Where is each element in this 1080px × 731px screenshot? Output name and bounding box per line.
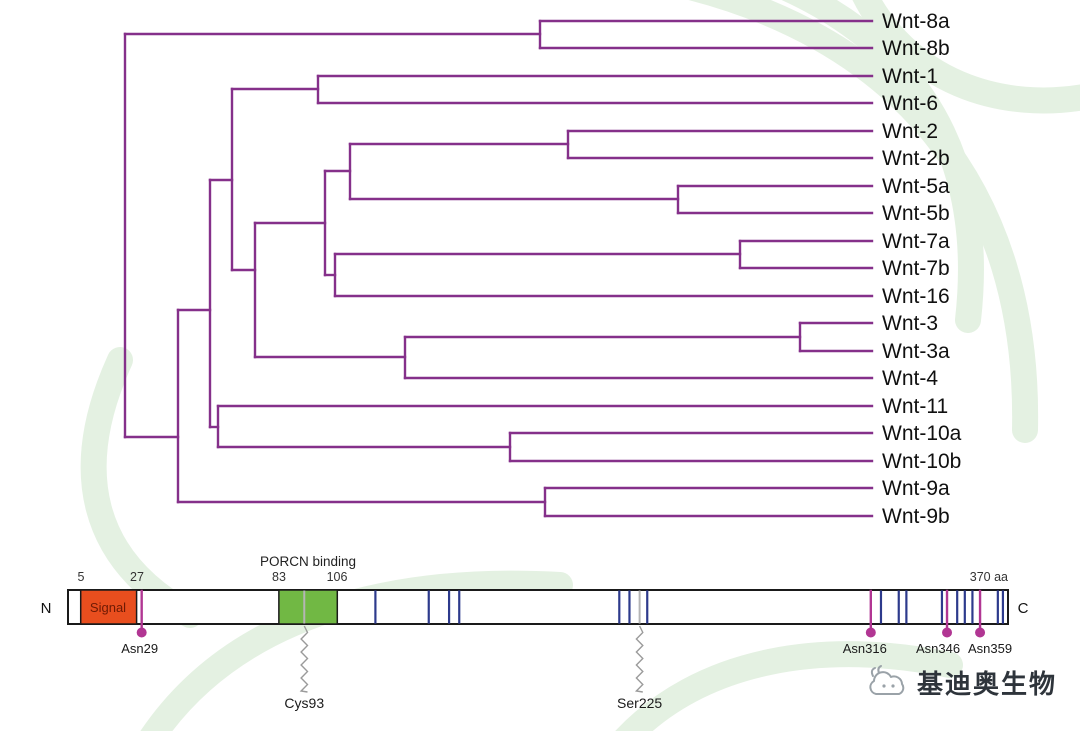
glyco-label-asn346: Asn346 [916, 641, 960, 656]
tree-leaf-label-wnt-9a: Wnt-9a [882, 477, 950, 500]
tree-leaf-label-wnt-10a: Wnt-10a [882, 422, 962, 445]
tree-leaf-label-wnt-5a: Wnt-5a [882, 175, 950, 198]
n-terminus-label: N [41, 600, 52, 617]
tree-leaf-label-wnt-10b: Wnt-10b [882, 450, 961, 473]
domain-map-labels: N C Signal 5 27 PORCN binding 83 106 370… [41, 554, 1029, 617]
glyco-label-asn316: Asn316 [843, 641, 887, 656]
decor-curve [781, 0, 984, 333]
squiggle-cys93 [299, 625, 309, 693]
tree-leaf-label-wnt-3: Wnt-3 [882, 312, 938, 335]
tree-leaf-label-wnt-2: Wnt-2 [882, 120, 938, 143]
tree-leaf-label-wnt-9b: Wnt-9b [882, 505, 950, 528]
protein-bar [67, 589, 1009, 625]
protein-domain-map: Cys93 Ser225 Asn29 Asn316 Asn346 Asn359 [67, 589, 1012, 711]
tree-leaf-label-wnt-3a: Wnt-3a [882, 340, 950, 363]
porcn-binding-domain [278, 589, 339, 625]
tree-leaf-label-wnt-8b: Wnt-8b [882, 37, 950, 60]
porcn-end-position: 106 [327, 570, 348, 584]
signal-start-position: 5 [78, 570, 85, 584]
glyco-dot-asn316 [865, 627, 876, 638]
residue-label-ser225: Ser225 [617, 695, 662, 711]
tree-leaf-label-wnt-8a: Wnt-8a [882, 10, 950, 33]
tree-leaf-label-wnt-2b: Wnt-2b [882, 147, 950, 170]
tree-leaf-label-wnt-4: Wnt-4 [882, 367, 938, 390]
tree-leaf-label-wnt-16: Wnt-16 [882, 285, 950, 308]
logo-text: 基迪奥生物 [917, 669, 1058, 700]
residue-label-cys93: Cys93 [284, 695, 324, 711]
tree-leaf-label-wnt-1: Wnt-1 [882, 65, 938, 88]
porcn-binding-label: PORCN binding [260, 554, 356, 569]
watermark: 基迪奥生物 [866, 662, 1057, 702]
glyco-dot-asn29 [136, 627, 147, 638]
decor-curve [852, 0, 1080, 114]
glyco-dot-asn359 [975, 627, 986, 638]
phylogenetic-tree: Wnt-8a Wnt-8b Wnt-1 Wnt-6 Wnt-2 Wnt-2b Wnt-5a W… [123, 10, 962, 528]
tree-leaf-label-wnt-6: Wnt-6 [882, 92, 938, 115]
squiggle-ser225 [634, 625, 644, 693]
glyco-dot-asn346 [942, 627, 953, 638]
tree-leaf-label-wnt-7b: Wnt-7b [882, 257, 950, 280]
c-terminus-label: C [1018, 600, 1029, 617]
tree-leaf-label-wnt-7a: Wnt-7a [882, 230, 950, 253]
tree-leaf-label-wnt-5b: Wnt-5b [882, 202, 950, 225]
glyco-label-asn359: Asn359 [968, 641, 1012, 656]
tree-leaf-label-wnt-11: Wnt-11 [882, 395, 948, 418]
signal-end-position: 27 [130, 570, 144, 584]
glyco-label-asn29: Asn29 [121, 641, 158, 656]
total-length-label: 370 aa [970, 570, 1008, 584]
porcn-start-position: 83 [272, 570, 286, 584]
decor-curve [615, 641, 963, 731]
signal-domain-label: Signal [90, 600, 126, 615]
cloud-logo-icon [869, 665, 905, 695]
signal-domain [79, 589, 138, 625]
